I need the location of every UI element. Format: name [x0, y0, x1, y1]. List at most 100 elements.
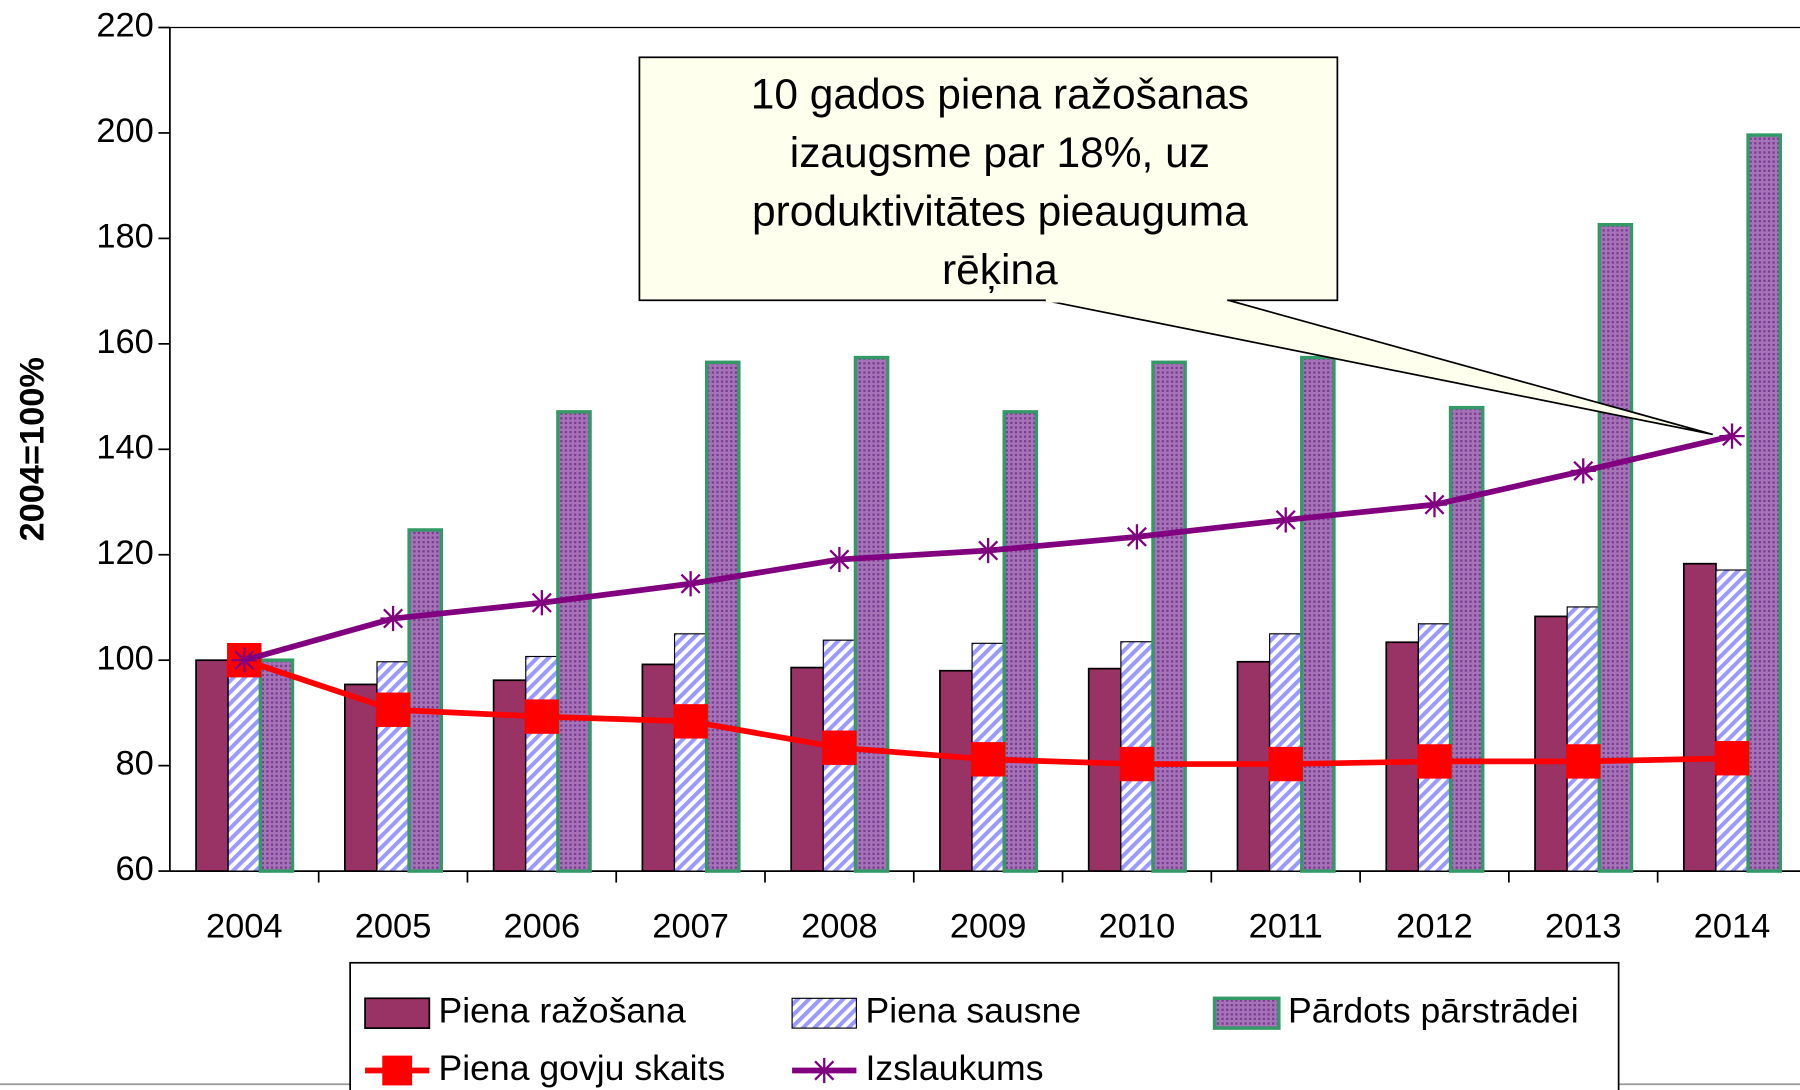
marker-stroke: [383, 608, 404, 629]
legend-label: Piena sausne: [866, 991, 1082, 1031]
y-tick-label: 120: [96, 534, 153, 572]
y-tick-label: 100: [96, 639, 153, 677]
x-tick-label: 2004: [206, 908, 283, 946]
bar: [525, 655, 559, 872]
bar: [492, 679, 527, 872]
y-tick-label: 80: [116, 745, 154, 783]
bar: [790, 666, 825, 872]
x-tick-label: 2006: [504, 908, 581, 946]
x-tick-label: 2013: [1545, 908, 1622, 946]
bar: [1746, 133, 1782, 873]
marker: [529, 590, 555, 616]
bar: [1566, 606, 1600, 872]
bar: [853, 355, 890, 873]
marker-stroke: [1126, 526, 1147, 547]
marker-stroke: [680, 573, 701, 594]
bar: [343, 683, 378, 872]
marker-stroke: [1424, 494, 1445, 515]
bar: [1597, 222, 1634, 873]
marker: [1119, 746, 1155, 782]
y-tick-label: 220: [96, 7, 153, 45]
marker: [811, 1057, 837, 1084]
bar: [1385, 641, 1420, 872]
y-axis-label: 2004=100%: [14, 357, 52, 541]
marker: [673, 704, 708, 739]
x-tick-label: 2008: [801, 908, 878, 946]
bar: [673, 633, 708, 872]
legend-label: Izslaukums: [866, 1048, 1044, 1088]
bar: [1534, 615, 1569, 872]
marker: [1421, 492, 1448, 518]
x-tick-label: 2007: [652, 908, 729, 946]
annotation-line: rēķina: [942, 246, 1058, 293]
marker: [1417, 744, 1452, 779]
marker-stroke: [1275, 509, 1296, 530]
legend-marker: [382, 1055, 413, 1086]
legend-swatch: [791, 997, 857, 1029]
callout-box: [638, 56, 1339, 302]
x-tick-label: 2012: [1396, 908, 1473, 946]
bar: [1682, 562, 1717, 872]
marker: [1124, 524, 1150, 550]
y-tick-label: 60: [116, 850, 154, 888]
x-tick-label: 2005: [355, 908, 432, 946]
annotation-line: produktivitātes pieauguma: [752, 188, 1248, 235]
legend-label: Pārdots pārstrādei: [1288, 991, 1579, 1031]
marker-stroke: [829, 549, 850, 570]
marker-stroke: [978, 540, 999, 561]
bar: [258, 658, 295, 873]
y-tick-label: 140: [96, 428, 153, 466]
bar: [195, 659, 230, 872]
marker: [375, 692, 411, 727]
bar: [1715, 569, 1749, 872]
y-tick-label: 160: [96, 323, 153, 361]
bar: [1151, 360, 1187, 873]
marker: [1714, 741, 1750, 776]
bar: [641, 663, 676, 872]
legend-label: Piena ražošana: [439, 991, 686, 1031]
legend-label: Piena govju skaits: [439, 1048, 726, 1088]
legend-swatch: [364, 997, 431, 1029]
callout-join: [1045, 295, 1228, 303]
legend-box: [349, 961, 1620, 1090]
marker: [1570, 458, 1596, 484]
marker: [677, 571, 704, 597]
legend-swatch: [1212, 996, 1281, 1030]
bar: [1002, 410, 1039, 873]
x-tick-label: 2010: [1099, 908, 1176, 946]
bar: [1300, 355, 1336, 873]
marker: [1719, 423, 1745, 449]
marker-stroke: [1722, 426, 1743, 447]
plot-area: [158, 26, 1800, 883]
marker: [1273, 507, 1299, 533]
y-tick-label: 200: [96, 112, 153, 150]
bar: [407, 528, 443, 873]
annotation-line: izaugsme par 18%, uz: [790, 129, 1210, 176]
marker-stroke: [234, 650, 255, 671]
marker: [231, 647, 257, 673]
annotation-line: 10 gados piena ražošanas: [751, 71, 1249, 118]
bar: [939, 669, 973, 872]
marker: [826, 546, 853, 573]
bar: [556, 410, 592, 873]
marker: [975, 537, 1001, 564]
marker: [822, 730, 857, 765]
marker: [1566, 744, 1601, 779]
marker: [1268, 746, 1303, 782]
legend: Piena ražošana Piena sausne Pārdots pārstr…: [349, 961, 1620, 1090]
x-tick-label: 2009: [950, 908, 1027, 946]
annotation: 10 gados piena ražošanas izaugsme par 18…: [638, 56, 1713, 436]
y-tick-label: 180: [96, 218, 153, 256]
marker-stroke: [531, 592, 552, 613]
marker: [380, 605, 406, 632]
bar: [227, 659, 261, 872]
bar: [1448, 405, 1485, 873]
marker-stroke: [1573, 460, 1594, 481]
x-tick-label: 2014: [1694, 908, 1771, 946]
bar: [704, 360, 741, 873]
bar: [1087, 667, 1122, 872]
marker-stroke: [814, 1060, 835, 1081]
marker: [970, 742, 1006, 777]
marker: [524, 699, 560, 734]
